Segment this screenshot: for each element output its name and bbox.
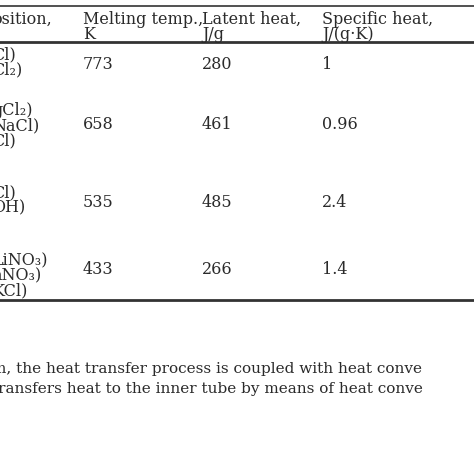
Text: m, the heat transfer process is coupled with heat conve: m, the heat transfer process is coupled …	[0, 362, 422, 376]
Text: 485: 485	[202, 193, 233, 210]
Text: K: K	[83, 26, 95, 43]
Text: 1.4: 1.4	[322, 261, 347, 277]
Text: 535: 535	[83, 193, 114, 210]
Text: Cl): Cl)	[0, 132, 16, 149]
Text: NaCl): NaCl)	[0, 117, 39, 134]
Text: 461: 461	[202, 116, 233, 133]
Text: Melting temp.,: Melting temp.,	[83, 11, 203, 28]
Text: 658: 658	[83, 116, 114, 133]
Text: aNO₃): aNO₃)	[0, 267, 41, 284]
Text: Latent heat,: Latent heat,	[202, 11, 301, 28]
Text: 0.96: 0.96	[322, 116, 358, 133]
Text: OH): OH)	[0, 199, 25, 216]
Text: transfers heat to the inner tube by means of heat conve: transfers heat to the inner tube by mean…	[0, 382, 423, 396]
Text: LiNO₃): LiNO₃)	[0, 252, 47, 269]
Text: 266: 266	[202, 261, 233, 277]
Text: 773: 773	[83, 55, 114, 73]
Text: 2.4: 2.4	[322, 193, 347, 210]
Text: Cl): Cl)	[0, 46, 16, 63]
Text: Specific heat,: Specific heat,	[322, 11, 433, 28]
Text: J/g: J/g	[202, 26, 224, 43]
Text: osition,: osition,	[0, 11, 52, 28]
Text: gCl₂): gCl₂)	[0, 102, 33, 119]
Text: 433: 433	[83, 261, 114, 277]
Text: KCl): KCl)	[0, 282, 27, 299]
Text: Cl₂): Cl₂)	[0, 61, 22, 78]
Text: 280: 280	[202, 55, 233, 73]
Text: 1: 1	[322, 55, 332, 73]
Text: Cl): Cl)	[0, 184, 16, 201]
Text: J/(g·K): J/(g·K)	[322, 26, 374, 43]
